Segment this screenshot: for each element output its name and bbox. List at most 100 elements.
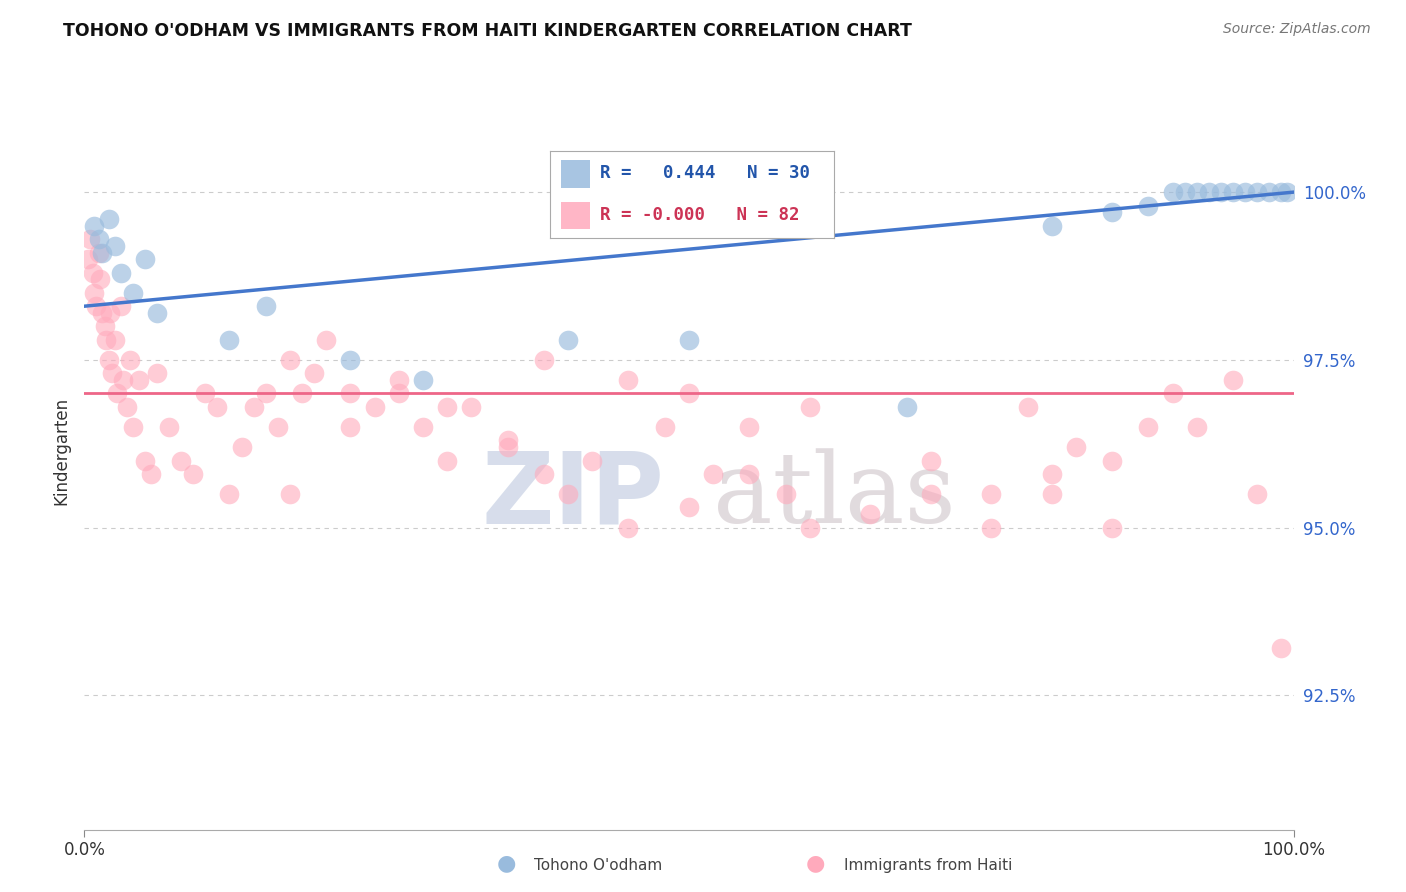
Point (1161, 386, 1184, 401)
Point (775, 487, 797, 501)
Point (496, 434, 519, 448)
Point (533, 467, 555, 481)
Point (104, 239, 127, 253)
Point (105, 386, 128, 401)
Point (98, 306, 121, 320)
Point (1270, 641, 1292, 656)
Point (859, 507, 882, 521)
Point (920, 487, 942, 501)
Point (799, 400, 821, 414)
Point (110, 266, 132, 280)
Point (412, 373, 434, 387)
Point (1064, 440, 1087, 454)
Point (557, 333, 579, 347)
Point (1270, 185, 1292, 199)
Point (278, 487, 301, 501)
Point (82, 266, 104, 280)
Point (79, 232, 101, 246)
Point (738, 420, 761, 434)
Point (87, 232, 110, 246)
Point (1258, 185, 1281, 199)
Point (1246, 487, 1268, 501)
Point (678, 386, 700, 401)
Point (134, 453, 156, 467)
Text: atlas: atlas (713, 448, 956, 544)
Point (120, 352, 142, 367)
Point (388, 373, 411, 387)
Point (412, 420, 434, 434)
Point (315, 333, 337, 347)
Point (110, 299, 132, 313)
Point (1101, 453, 1123, 467)
Point (1101, 205, 1123, 219)
Point (1222, 185, 1244, 199)
Point (104, 333, 127, 347)
Point (254, 299, 277, 313)
Point (94, 333, 117, 347)
Point (339, 386, 361, 401)
Point (121, 420, 143, 434)
Point (97, 211, 120, 226)
Point (218, 487, 240, 501)
Point (278, 352, 301, 367)
Point (557, 487, 579, 501)
Text: Tohono O'odham: Tohono O'odham (534, 858, 662, 872)
Point (1185, 185, 1208, 199)
Point (1161, 185, 1184, 199)
Point (1040, 467, 1063, 481)
Text: TOHONO O'ODHAM VS IMMIGRANTS FROM HAITI KINDERGARTEN CORRELATION CHART: TOHONO O'ODHAM VS IMMIGRANTS FROM HAITI … (63, 22, 912, 40)
Point (139, 467, 162, 481)
Point (1277, 185, 1299, 199)
Point (799, 521, 821, 535)
Point (112, 373, 135, 387)
Point (170, 453, 193, 467)
Point (920, 453, 942, 467)
Point (436, 400, 458, 414)
Point (339, 420, 361, 434)
Text: ●: ● (496, 854, 516, 873)
Point (101, 366, 124, 380)
Point (980, 487, 1002, 501)
Point (146, 366, 169, 380)
Point (181, 467, 204, 481)
Point (97, 352, 120, 367)
Point (86, 299, 108, 313)
Point (617, 521, 640, 535)
Point (1137, 420, 1160, 434)
Point (94, 319, 117, 334)
Point (218, 333, 240, 347)
Text: ●: ● (806, 854, 825, 873)
Point (678, 500, 700, 515)
Point (231, 440, 253, 454)
Point (896, 400, 918, 414)
Point (134, 252, 156, 267)
Point (339, 352, 361, 367)
Y-axis label: Kindergarten: Kindergarten (52, 396, 70, 505)
Point (678, 333, 700, 347)
Point (363, 400, 385, 414)
Point (91, 306, 114, 320)
Point (1209, 185, 1232, 199)
Point (496, 440, 519, 454)
Point (617, 373, 640, 387)
Point (1246, 185, 1268, 199)
Point (1234, 185, 1257, 199)
Point (207, 400, 229, 414)
Point (83, 285, 105, 300)
Point (302, 366, 325, 380)
Point (1198, 185, 1220, 199)
Text: Source: ZipAtlas.com: Source: ZipAtlas.com (1223, 22, 1371, 37)
Point (1017, 400, 1039, 414)
Point (460, 400, 482, 414)
Point (254, 386, 277, 401)
Point (121, 285, 143, 300)
Point (702, 467, 724, 481)
Point (654, 420, 676, 434)
Point (157, 420, 180, 434)
Point (1174, 185, 1197, 199)
Point (1222, 373, 1244, 387)
Point (436, 453, 458, 467)
Point (77, 252, 100, 267)
Point (581, 453, 603, 467)
Point (83, 219, 105, 233)
